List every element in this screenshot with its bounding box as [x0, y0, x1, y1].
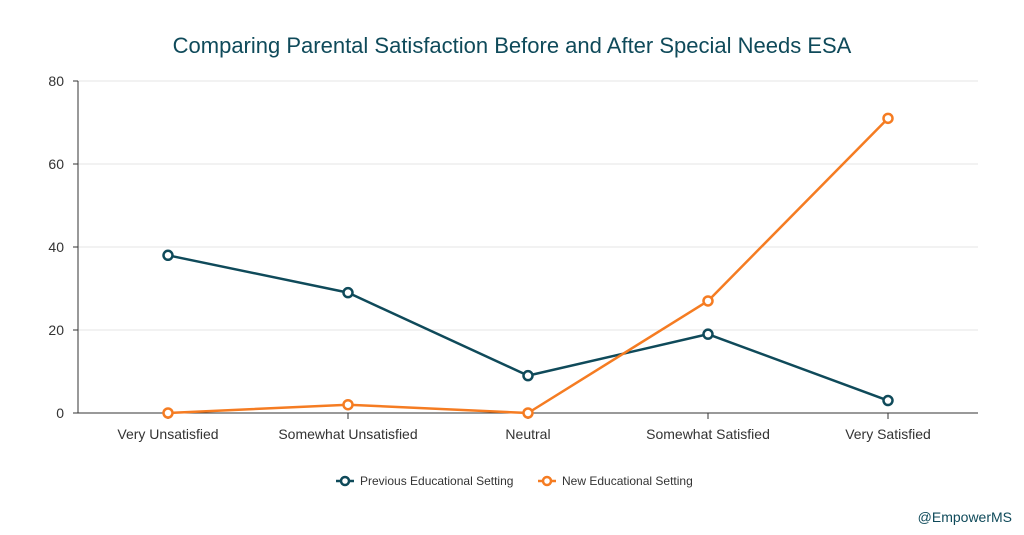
chart-title: Comparing Parental Satisfaction Before a…	[173, 33, 852, 58]
data-point	[702, 295, 714, 307]
data-point	[162, 407, 174, 419]
axes: 0 20 40 60 80 Very Unsatisfied Somewhat Unsati…	[48, 73, 978, 442]
x-tick-label: Neutral	[505, 426, 550, 442]
legend-item: Previous Educational Setting	[336, 474, 513, 488]
legend-swatch-marker	[541, 475, 553, 487]
y-tick-label: 60	[48, 156, 64, 172]
data-point	[162, 249, 174, 262]
legend-item: New Educational Setting	[538, 474, 693, 488]
y-tick-label: 40	[48, 239, 64, 255]
x-tick-label: Somewhat Satisfied	[646, 426, 770, 442]
series-line	[167, 117, 889, 415]
legend-label: New Educational Setting	[562, 474, 693, 488]
legend-swatch-marker	[339, 475, 351, 487]
series-group	[162, 249, 894, 407]
y-tick-label: 0	[56, 405, 64, 421]
series-lines	[162, 112, 894, 419]
legend-label: Previous Educational Setting	[360, 474, 513, 488]
gridlines	[78, 80, 978, 331]
x-tick-label: Somewhat Unsatisfied	[278, 426, 417, 442]
series-group	[162, 112, 894, 419]
data-point	[882, 394, 894, 407]
y-tick-label: 80	[48, 73, 64, 89]
x-tick-label: Very Satisfied	[845, 426, 931, 442]
data-point	[522, 407, 534, 419]
data-point	[342, 286, 354, 299]
data-point	[342, 398, 354, 411]
data-point	[702, 328, 714, 340]
credit-label: @EmpowerMS	[918, 509, 1012, 525]
data-point	[522, 369, 534, 382]
legend: Previous Educational Setting New Educatio…	[336, 474, 693, 488]
data-point	[882, 112, 894, 125]
x-tick-label: Very Unsatisfied	[117, 426, 218, 442]
y-tick-label: 20	[48, 322, 64, 338]
